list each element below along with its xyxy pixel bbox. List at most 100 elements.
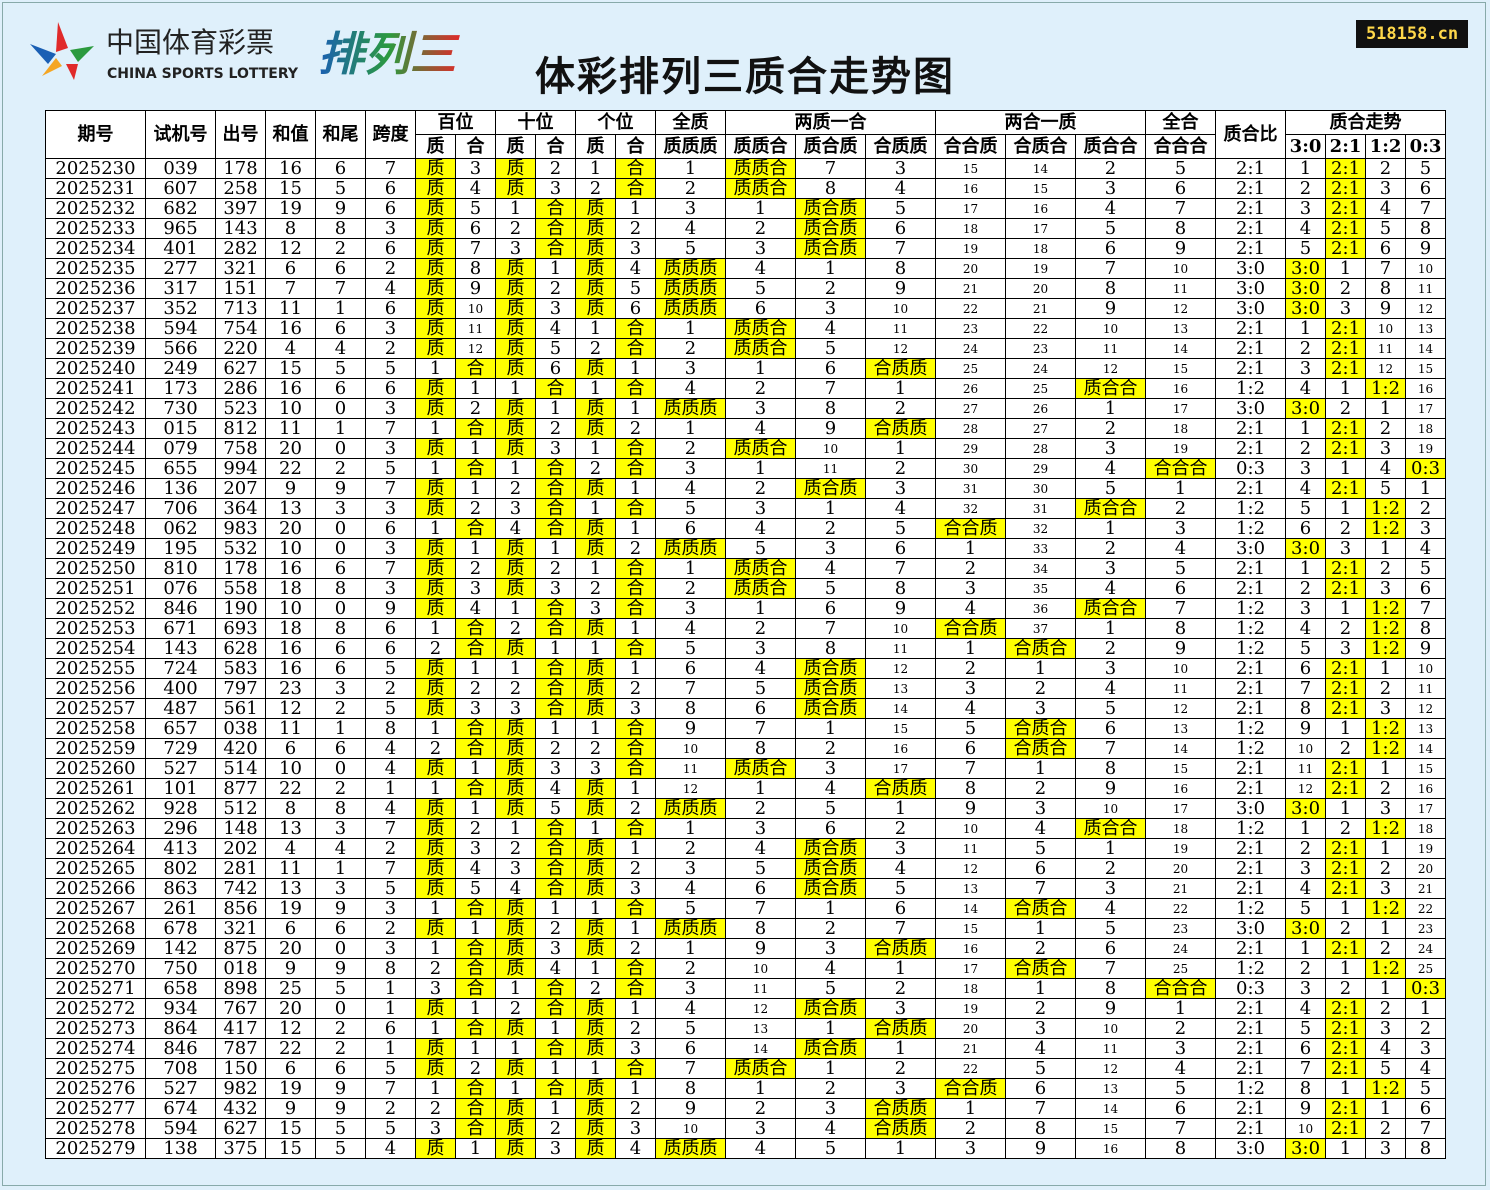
data-cell: 14 — [1145, 338, 1217, 359]
data-row: 2025253 671 693 18 8 6 1 合 2 合质 1 4 2 7 10 合合质 37 1 8 1:2 4 2… — [45, 618, 1447, 639]
data-cell: 25 — [1405, 958, 1447, 979]
data-cell: 2025245 — [45, 458, 146, 479]
data-cell: 质 — [495, 638, 536, 659]
data-cell: 3:0 — [1215, 918, 1287, 939]
data-cell: 质 — [575, 1098, 616, 1119]
data-cell: 062 — [145, 518, 216, 539]
data-cell: 质 — [575, 918, 616, 939]
data-cell: 1 — [795, 498, 866, 519]
data-cell: 3 — [655, 858, 726, 879]
data-cell: 10 — [864, 298, 937, 319]
data-cell: 7 — [315, 278, 366, 299]
data-cell: 1:2 — [1365, 618, 1407, 639]
data-row: 2025246 136 207 9 9 7 质 1 2 合质 1 4 2 质合质 3 31 30 5 1 2:1 4 2:… — [45, 478, 1447, 499]
data-cell: 671 — [145, 618, 216, 639]
data-cell: 6 — [455, 218, 496, 239]
data-cell: 0:3 — [1405, 458, 1447, 479]
data-cell: 1:2 — [1215, 1078, 1287, 1099]
data-cell: 质 — [495, 1018, 536, 1039]
data-cell: 11 — [1405, 678, 1447, 699]
data-cell: 合 — [455, 458, 496, 479]
data-cell: 2 — [1325, 918, 1367, 939]
data-cell: 质质质 — [655, 298, 726, 319]
data-cell: 1 — [495, 658, 536, 679]
data-cell: 2025239 — [45, 338, 146, 359]
header-subcell: 1:2 — [1365, 134, 1407, 159]
data-cell: 2 — [415, 1098, 456, 1119]
data-cell: 30 — [1005, 478, 1077, 499]
data-cell: 14 — [1075, 1098, 1147, 1119]
data-cell: 4 — [315, 838, 366, 859]
data-row: 2025268 678 321 6 6 2 质 1 质 2 质 1 质质质 8 2 7 15 1 5 23 3:0 3:0… — [45, 918, 1447, 939]
data-cell: 合 — [455, 518, 496, 539]
data-cell: 1 — [415, 418, 456, 439]
data-cell: 12 — [1145, 298, 1217, 319]
data-cell: 2 — [455, 818, 496, 839]
data-cell: 9 — [1365, 298, 1407, 319]
data-cell: 质 — [495, 178, 536, 199]
data-cell: 3 — [365, 578, 416, 599]
data-cell: 合 — [455, 738, 496, 759]
data-cell: 5 — [935, 718, 1007, 739]
data-cell: 16 — [265, 638, 316, 659]
data-cell: 8 — [1005, 1118, 1077, 1139]
header-cell: 质合走势 — [1285, 110, 1447, 135]
data-cell: 3 — [1365, 1018, 1407, 1039]
data-cell: 1 — [1325, 378, 1367, 399]
data-cell: 合 — [615, 818, 656, 839]
data-cell: 2:1 — [1215, 858, 1287, 879]
data-cell: 合 — [455, 1078, 496, 1099]
data-cell: 2 — [455, 678, 496, 699]
data-cell: 36 — [1005, 598, 1077, 619]
data-cell: 4 — [1365, 458, 1407, 479]
data-cell: 512 — [215, 798, 266, 819]
data-cell: 6 — [1405, 578, 1447, 599]
data-cell: 30 — [935, 458, 1007, 479]
data-cell: 质 — [415, 678, 456, 699]
data-cell: 5 — [1285, 238, 1327, 259]
data-cell: 合合合 — [1145, 458, 1217, 479]
data-cell: 5 — [725, 858, 796, 879]
data-cell: 1 — [615, 198, 656, 219]
data-cell: 1 — [864, 798, 937, 819]
data-cell: 655 — [145, 458, 216, 479]
data-cell: 5 — [725, 538, 796, 559]
data-cell: 3 — [615, 1038, 656, 1059]
data-row: 2025237 352 713 11 1 6 质 10 质 3 质 6 质质质 6 3 10 22 21 9 12 3:… — [45, 298, 1447, 319]
data-cell: 3 — [455, 158, 496, 179]
data-cell: 1 — [365, 778, 416, 799]
data-cell: 1 — [455, 378, 496, 399]
data-cell: 846 — [145, 1038, 216, 1059]
data-cell: 2:1 — [1325, 198, 1367, 219]
data-cell: 7 — [365, 558, 416, 579]
data-cell: 6 — [864, 898, 937, 919]
data-cell: 3 — [1325, 298, 1367, 319]
data-cell: 1 — [535, 538, 576, 559]
logo-cn: 中国体育彩票 — [106, 26, 274, 59]
data-cell: 2:1 — [1215, 438, 1287, 459]
data-cell: 810 — [145, 558, 216, 579]
data-cell: 11 — [935, 838, 1007, 859]
data-cell: 10 — [265, 398, 316, 419]
data-cell: 3 — [864, 998, 937, 1019]
data-cell: 3:0 — [1215, 278, 1287, 299]
data-cell: 2 — [1285, 838, 1327, 859]
data-cell: 19 — [1005, 258, 1077, 279]
data-cell: 2 — [864, 1058, 937, 1079]
data-cell: 2:1 — [1325, 158, 1367, 179]
data-cell: 1 — [655, 418, 726, 439]
data-cell: 6 — [365, 638, 416, 659]
data-cell: 3 — [615, 878, 656, 899]
data-cell: 质合质 — [795, 838, 866, 859]
data-cell: 5 — [615, 278, 656, 299]
data-cell: 2 — [1005, 938, 1077, 959]
data-cell: 5 — [455, 198, 496, 219]
data-cell: 22 — [935, 298, 1007, 319]
data-cell: 16 — [265, 318, 316, 339]
data-cell: 2 — [864, 818, 937, 839]
data-cell: 3 — [1285, 198, 1327, 219]
data-cell: 质质质 — [655, 918, 726, 939]
data-cell: 148 — [215, 818, 266, 839]
data-cell: 5 — [315, 1118, 366, 1139]
data-cell: 5 — [1145, 158, 1217, 179]
